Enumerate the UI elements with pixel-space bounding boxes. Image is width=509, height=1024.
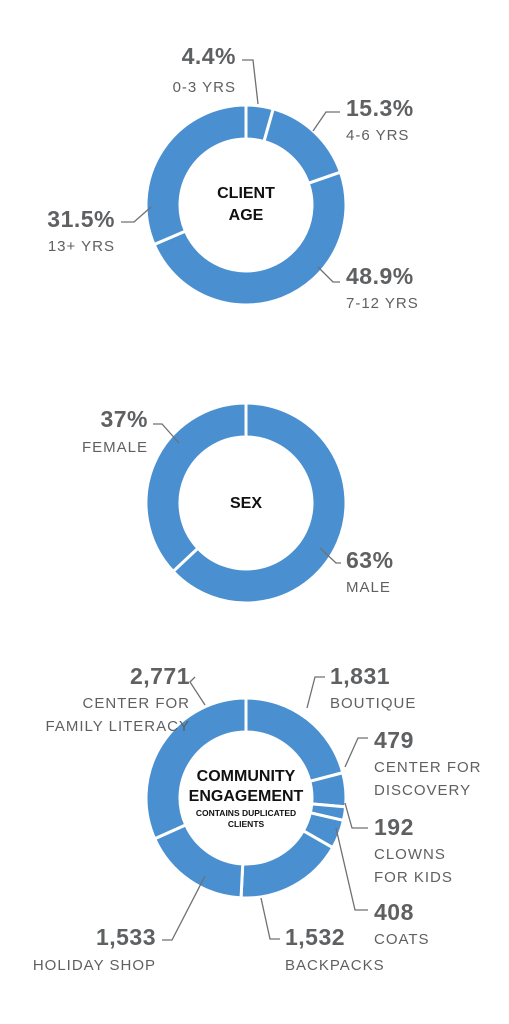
- donut-center-note: CONTAINS DUPLICATED: [196, 808, 296, 818]
- slice-value-label: 1,831: [330, 663, 390, 689]
- leader-line: [335, 827, 368, 911]
- slice-category-label: CLOWNS: [374, 846, 446, 863]
- slice-value-label: 63%: [346, 547, 394, 573]
- leader-line: [242, 59, 259, 105]
- slice-category-label: FEMALE: [82, 439, 148, 456]
- slice-1: [170, 401, 348, 605]
- slice-value-label: 408: [374, 899, 414, 925]
- leader-line: [344, 737, 368, 768]
- slice-category-label: FOR KIDS: [374, 869, 453, 886]
- leader-line: [312, 111, 340, 132]
- slice-category-label: FAMILY LITERACY: [46, 718, 191, 735]
- slice-category-label: BACKPACKS: [285, 957, 385, 974]
- leader-line: [121, 206, 152, 223]
- slice-value-label: 479: [374, 727, 414, 753]
- slice-2: [262, 106, 343, 186]
- slice-category-label: COATS: [374, 931, 430, 948]
- slice-category-label: CENTER FOR: [83, 695, 191, 712]
- slice-category-label: 0-3 YRS: [173, 79, 236, 96]
- slice-category-label: 4-6 YRS: [346, 127, 409, 144]
- donut-center-title: AGE: [229, 207, 264, 224]
- slice-7: [144, 696, 248, 841]
- leader-line: [153, 423, 180, 444]
- slice-category-label: DISCOVERY: [374, 782, 471, 799]
- slice-value-label: 31.5%: [47, 206, 115, 232]
- donut-chart-2: 63% MALE 37% FEMALE SEX: [82, 401, 394, 605]
- leader-line: [306, 676, 325, 709]
- donut-center-title: ENGAGEMENT: [189, 788, 304, 805]
- slice-5: [239, 828, 335, 900]
- donut-center-title: CLIENT: [217, 185, 275, 202]
- slice-4: [144, 103, 248, 247]
- leader-line: [189, 676, 206, 706]
- donut-center-title: COMMUNITY: [197, 768, 296, 785]
- leader-line: [260, 897, 280, 940]
- donut-chart-3: 1,831 BOUTIQUE 479 CENTER FOR DISCOVERY 192 CL…: [33, 663, 482, 974]
- slice-category-label: BOUTIQUE: [330, 695, 416, 712]
- slice-value-label: 192: [374, 814, 414, 840]
- slice-value-label: 4.4%: [182, 43, 236, 69]
- slice-3: [152, 170, 348, 307]
- slice-category-label: 13+ YRS: [48, 238, 115, 255]
- slice-category-label: 7-12 YRS: [346, 295, 419, 312]
- slice-2: [144, 401, 248, 574]
- slice-value-label: 1,533: [96, 924, 156, 950]
- slice-category-label: HOLIDAY SHOP: [33, 957, 156, 974]
- slice-value-label: 37%: [100, 406, 148, 432]
- leader-line: [317, 266, 340, 283]
- leader-line: [162, 875, 206, 941]
- slice-value-label: 48.9%: [346, 263, 414, 289]
- slice-value-label: 1,532: [285, 924, 345, 950]
- leader-line: [319, 547, 341, 564]
- slice-category-label: CENTER FOR: [374, 759, 482, 776]
- donut-center-note: CLIENTS: [228, 819, 265, 829]
- donut-center-title: SEX: [230, 495, 262, 512]
- leader-line: [344, 802, 368, 829]
- slice-category-label: MALE: [346, 579, 391, 596]
- donut-chart-1: 4.4% 0-3 YRS 15.3% 4-6 YRS 48.9% 7-12 YRS 31.5…: [47, 43, 419, 312]
- slice-value-label: 2,771: [130, 663, 190, 689]
- slice-value-label: 15.3%: [346, 95, 414, 121]
